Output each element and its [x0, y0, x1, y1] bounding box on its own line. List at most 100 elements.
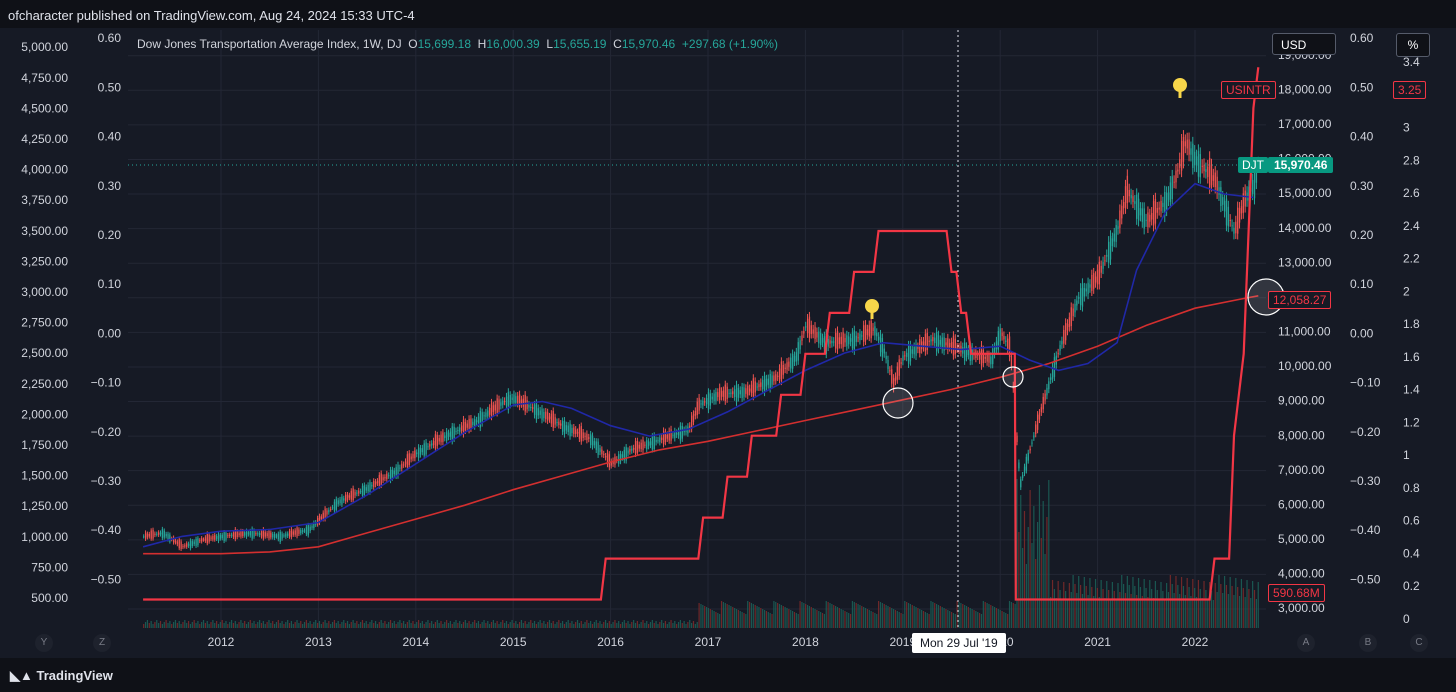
volume-bar	[1023, 511, 1026, 628]
candle-body	[1130, 194, 1132, 199]
volume-bar	[986, 603, 988, 628]
candle-body	[666, 434, 669, 439]
candle-body	[460, 425, 463, 431]
volume-bar	[670, 620, 672, 628]
volume-bar	[590, 621, 592, 628]
candle-body	[1255, 164, 1258, 183]
candle-body	[283, 535, 285, 537]
symbol-legend[interactable]: Dow Jones Transportation Average Index, …	[137, 37, 778, 51]
candle-body	[1102, 262, 1104, 269]
tradingview-logo[interactable]: ◣▲ TradingView	[10, 668, 113, 684]
volume-bar	[715, 612, 717, 628]
volume-bar	[1124, 593, 1127, 628]
volume-bar	[586, 620, 588, 628]
candle-body	[459, 427, 461, 432]
volume-bar	[1079, 585, 1082, 628]
candle-body	[1081, 283, 1084, 307]
candle-body	[380, 473, 382, 486]
candle-body	[1065, 323, 1067, 341]
volume-bar	[582, 624, 584, 628]
volume-bar	[533, 621, 536, 628]
corner-button-c[interactable]: C	[1410, 634, 1428, 652]
volume-bar	[711, 610, 713, 628]
volume-bar	[872, 612, 874, 628]
volume-bar	[432, 624, 435, 628]
corner-button-z[interactable]: Z	[93, 634, 111, 652]
volume-bar	[343, 620, 345, 628]
corner-button-a[interactable]: A	[1297, 634, 1315, 652]
candle-body	[795, 352, 798, 362]
candle-body	[208, 534, 210, 542]
volume-bar	[745, 614, 747, 628]
candle-body	[331, 507, 334, 509]
volume-bar	[408, 620, 410, 628]
volume-bar	[406, 622, 408, 628]
volume-bar	[548, 620, 551, 628]
volume-bar	[1179, 594, 1181, 628]
volume-bar	[726, 604, 728, 628]
candle-body	[550, 413, 553, 424]
candle-body	[189, 540, 192, 549]
x-tick-2: 2014	[402, 635, 429, 649]
volume-bar	[801, 602, 803, 628]
volume-bar	[232, 623, 235, 628]
corner-button-b[interactable]: B	[1359, 634, 1377, 652]
right2-tick-1: 0.50	[1350, 80, 1374, 94]
candle-body	[558, 421, 560, 426]
candle-body	[294, 530, 296, 535]
volume-bar	[331, 622, 334, 628]
rate-tick-0: 3.4	[1403, 55, 1420, 69]
candle-body	[1008, 336, 1011, 358]
volume-bar	[1096, 588, 1099, 628]
volume-bar	[900, 613, 902, 628]
volume-bar	[315, 620, 317, 628]
volume-bar	[530, 620, 532, 628]
candle-body	[1005, 340, 1007, 342]
volume-bar	[206, 621, 208, 628]
candle-body	[808, 316, 811, 338]
candle-body	[1134, 201, 1136, 204]
volume-bar	[1068, 583, 1070, 628]
volume-bar	[221, 620, 223, 628]
rate-tick-6: 2.2	[1403, 252, 1420, 266]
candle-body	[296, 527, 298, 537]
currency-selector[interactable]: USD	[1272, 33, 1336, 55]
candle-body	[419, 448, 422, 455]
volume-bar	[683, 621, 685, 628]
volume-bar	[1199, 589, 1201, 628]
volume-bar	[810, 607, 812, 628]
candle-body	[1253, 167, 1256, 199]
volume-bar	[829, 603, 831, 628]
price-chart[interactable]: 5,000.00 4,750.00 4,500.00 4,250.00 4,000.00…	[0, 28, 1456, 658]
volume-bar	[511, 620, 513, 628]
volume-bar	[272, 621, 274, 628]
left-outer-tick-3: 4,250.00	[21, 132, 68, 146]
candle-body	[1242, 193, 1244, 213]
volume-bar	[591, 624, 594, 628]
right2-tick-0: 0.60	[1350, 31, 1374, 45]
candle-body	[311, 526, 313, 528]
volume-bar	[911, 605, 913, 628]
right2-tick-6: 0.00	[1350, 326, 1374, 340]
volume-bar	[451, 624, 453, 628]
volume-bar	[373, 623, 375, 628]
candle-body	[760, 382, 762, 387]
candle-body	[167, 533, 169, 540]
volume-bar	[292, 624, 294, 628]
candle-body	[1123, 202, 1125, 209]
candle-body	[1111, 238, 1114, 247]
chart-area[interactable]: 5,000.00 4,750.00 4,500.00 4,250.00 4,000.00…	[0, 28, 1456, 658]
left-inner-tick-7: −0.10	[91, 376, 122, 390]
volume-bar	[1025, 564, 1027, 628]
volume-bar	[791, 611, 794, 628]
volume-bar	[902, 614, 904, 628]
candle-body	[492, 405, 495, 413]
volume-bar	[290, 621, 293, 628]
volume-bar	[565, 622, 567, 628]
corner-button-y[interactable]: Y	[35, 634, 53, 652]
volume-bar	[163, 622, 165, 628]
candle-body	[715, 391, 717, 401]
percent-scale-selector[interactable]: %	[1396, 33, 1430, 57]
volume-bar	[930, 601, 932, 628]
candle-body	[1098, 261, 1100, 285]
